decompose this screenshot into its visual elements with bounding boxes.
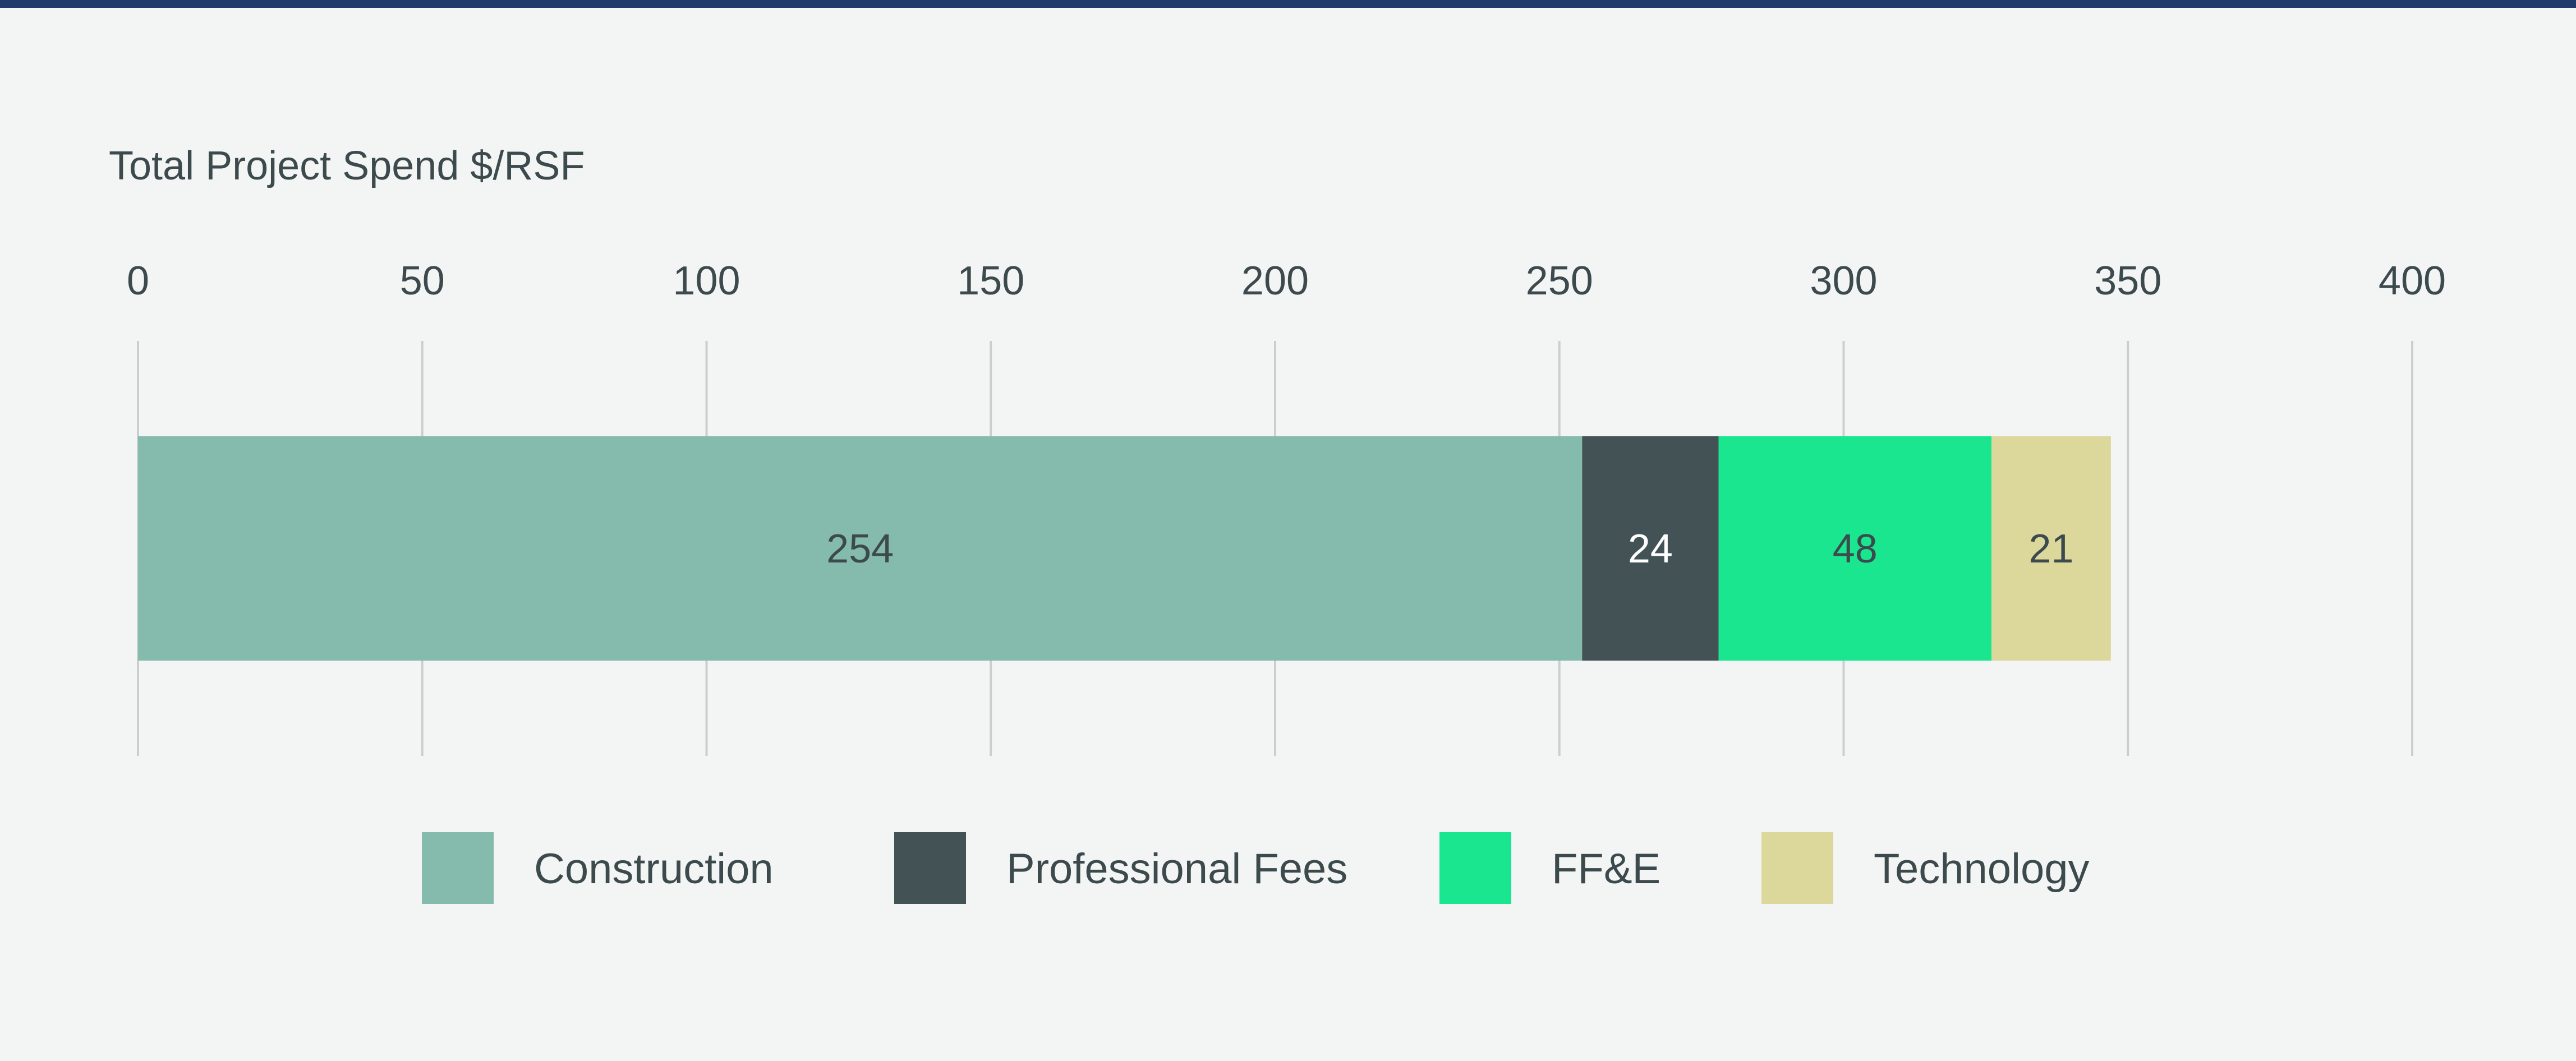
bar-value-label: 24 (1628, 527, 1673, 571)
legend-item: Technology (1761, 832, 2090, 904)
legend-label: Construction (534, 845, 774, 893)
legend-swatch (894, 832, 966, 904)
legend-label: Technology (1874, 845, 2090, 893)
x-tick-label: 250 (1526, 259, 1593, 303)
legend-label: Professional Fees (1006, 845, 1347, 893)
bar-segment-construction (138, 436, 1583, 661)
bar-value-label: 21 (2028, 527, 2073, 571)
legend-item: Construction (422, 832, 774, 904)
x-tick-label: 100 (673, 259, 740, 303)
stacked-bar: 254 24 48 21 (138, 436, 2111, 661)
x-tick-label: 150 (957, 259, 1024, 303)
x-tick-label: 350 (2094, 259, 2161, 303)
x-tick-label: 400 (2379, 259, 2446, 303)
bar-value-label: 48 (1833, 527, 1878, 571)
chart-title: Total Project Spend $/RSF (109, 144, 585, 188)
bar-segment-professional-fees (1582, 436, 1719, 661)
legend-swatch (1761, 832, 1833, 904)
bar-segment-ff-e (1718, 436, 1992, 661)
legend-swatch (1439, 832, 1511, 904)
legend: Construction Professional Fees FF&E Technol… (422, 832, 2090, 904)
x-tick-label: 200 (1241, 259, 1309, 303)
x-tick-label: 50 (400, 259, 445, 303)
legend-item: Professional Fees (894, 832, 1347, 904)
x-tick-label: 0 (127, 259, 149, 303)
top-accent-rule (0, 0, 2576, 8)
bar-value-label: 254 (826, 527, 894, 571)
legend-label: FF&E (1552, 845, 1660, 893)
legend-item: FF&E (1439, 832, 1660, 904)
x-tick-label: 300 (1810, 259, 1877, 303)
bar-segment-technology (1991, 436, 2111, 661)
x-axis-ticks: 0 50 100 150 200 250 300 350 400 (127, 259, 2446, 303)
legend-swatch (422, 832, 494, 904)
